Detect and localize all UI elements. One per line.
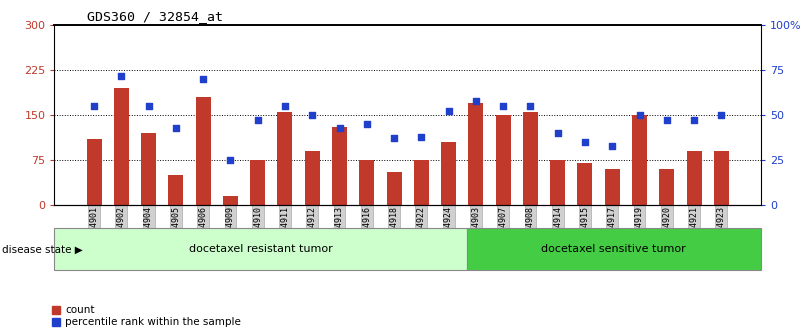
Text: docetaxel sensitive tumor: docetaxel sensitive tumor [541, 245, 686, 254]
Point [469, 98, 482, 103]
Point [660, 118, 673, 123]
Point [279, 103, 292, 109]
Bar [469, 103, 483, 205]
Bar [304, 151, 320, 205]
Bar [168, 175, 183, 205]
Point [497, 103, 509, 109]
Point [224, 157, 237, 163]
Bar [223, 196, 238, 205]
Point [633, 112, 646, 118]
Bar [686, 151, 702, 205]
Bar [714, 151, 729, 205]
Point [415, 134, 428, 139]
Bar [578, 163, 593, 205]
Legend: count, percentile rank within the sample: count, percentile rank within the sample [52, 305, 241, 327]
Point [143, 103, 155, 109]
Text: docetaxel resistant tumor: docetaxel resistant tumor [189, 245, 332, 254]
Bar [632, 115, 647, 205]
Point [170, 125, 183, 130]
Bar [114, 88, 129, 205]
Bar [550, 160, 566, 205]
Point [715, 112, 728, 118]
Bar [414, 160, 429, 205]
Point [333, 125, 346, 130]
Bar [441, 142, 456, 205]
Point [115, 73, 128, 78]
Point [306, 112, 319, 118]
Point [442, 109, 455, 114]
Point [606, 143, 618, 148]
Bar [605, 169, 620, 205]
Bar [277, 112, 292, 205]
Bar [141, 133, 156, 205]
Bar [87, 139, 102, 205]
Bar [54, 228, 466, 270]
Bar [332, 127, 347, 205]
Point [87, 103, 100, 109]
Point [551, 130, 564, 136]
Point [197, 77, 210, 82]
Bar [195, 97, 211, 205]
Point [388, 136, 400, 141]
Point [687, 118, 700, 123]
Bar [523, 112, 538, 205]
Point [578, 139, 591, 145]
Point [252, 118, 264, 123]
Bar [250, 160, 265, 205]
Bar [659, 169, 674, 205]
Text: disease state ▶: disease state ▶ [2, 245, 83, 254]
Point [524, 103, 537, 109]
Bar [360, 160, 374, 205]
Bar [466, 228, 761, 270]
Point [360, 121, 373, 127]
Bar [496, 115, 511, 205]
Bar [387, 172, 401, 205]
Text: GDS360 / 32854_at: GDS360 / 32854_at [87, 10, 223, 23]
